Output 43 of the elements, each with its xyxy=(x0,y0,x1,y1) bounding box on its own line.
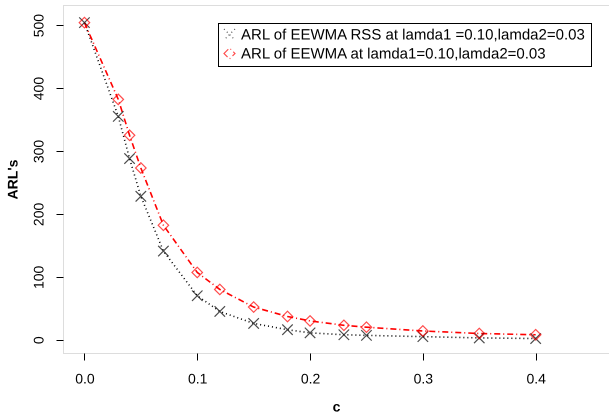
y-tick-label: 300 xyxy=(30,140,46,164)
point xyxy=(191,266,204,278)
point xyxy=(248,318,260,330)
point xyxy=(282,324,294,336)
x-tick-label: 0.1 xyxy=(188,370,208,386)
x-tick-label: 0.3 xyxy=(414,370,434,386)
x-tick-label: 0.4 xyxy=(526,370,546,386)
y-tick-label: 200 xyxy=(30,202,46,226)
point xyxy=(124,152,136,164)
y-axis-title: ARL's xyxy=(4,159,20,200)
point xyxy=(530,328,542,341)
point xyxy=(304,327,316,339)
point xyxy=(282,310,294,322)
point xyxy=(248,301,260,313)
point xyxy=(214,284,226,296)
point xyxy=(134,162,147,174)
point xyxy=(214,306,226,318)
x-tick-label: 0.0 xyxy=(75,370,95,386)
point xyxy=(417,325,429,337)
point xyxy=(158,219,170,232)
point xyxy=(191,290,204,302)
point xyxy=(360,330,372,342)
point xyxy=(112,94,124,106)
y-tick-label: 400 xyxy=(30,76,46,100)
point xyxy=(417,330,429,342)
point xyxy=(158,245,170,257)
point xyxy=(473,332,486,344)
y-tick-label: 100 xyxy=(30,265,46,290)
point xyxy=(338,319,350,332)
point xyxy=(530,332,542,344)
point xyxy=(304,315,316,327)
point xyxy=(360,321,372,334)
point xyxy=(124,129,136,142)
point xyxy=(134,190,147,202)
legend-label: ARL of EEWMA RSS at lamda1 =0.10,lamda2=0.03 xyxy=(241,26,585,44)
point xyxy=(473,328,486,340)
y-tick-label: 500 xyxy=(30,14,46,38)
legend-label: ARL of EEWMA at lamda1=0.10,lamda2=0.03 xyxy=(241,46,546,62)
point xyxy=(112,110,124,122)
x-axis-title: c xyxy=(332,398,341,414)
point xyxy=(338,328,350,341)
x-tick-label: 0.2 xyxy=(300,370,320,386)
y-tick-label: 0 xyxy=(30,336,46,344)
